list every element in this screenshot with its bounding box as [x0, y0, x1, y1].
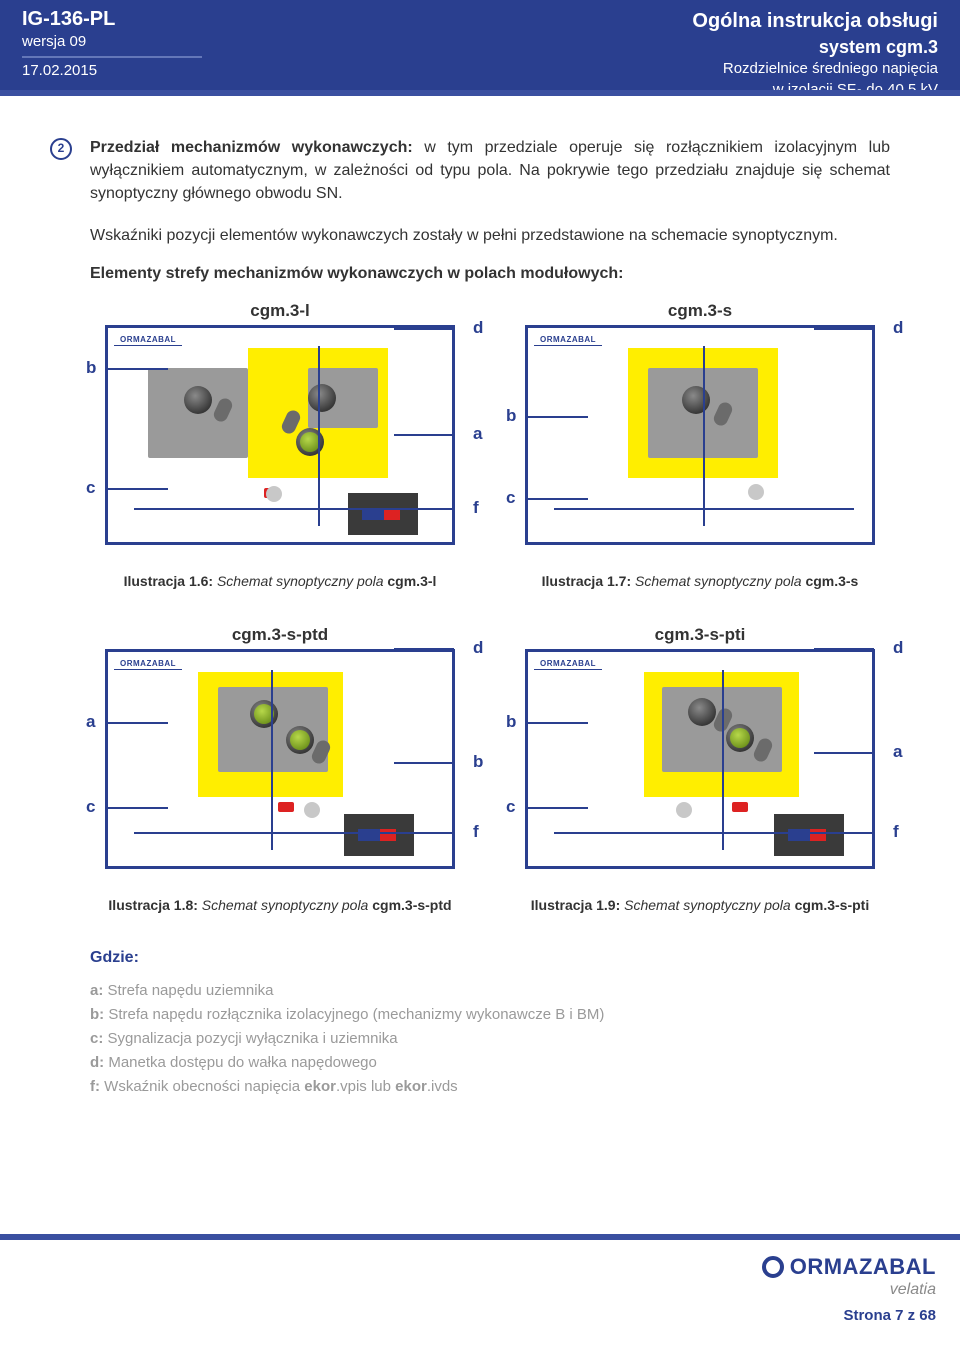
caption-2-text: Schemat synoptyczny pola: [631, 573, 805, 589]
diagram-4-title: cgm.3-s-pti: [510, 625, 890, 645]
diagram-1: cgm.3-l ORMAZABAL ⟲abcdf: [90, 301, 470, 545]
header-divider: [22, 56, 202, 58]
diagram-2: cgm.3-s ORMAZABAL bcd: [510, 301, 890, 545]
diagram-label-b: b: [86, 358, 96, 378]
cap-icon: [304, 802, 320, 818]
caption-row-1: Ilustracja 1.6: Schemat synoptyczny pola…: [90, 573, 890, 589]
diagram-label-d: d: [473, 638, 483, 658]
legend-a: a: Strefa napędu uziemnika: [90, 979, 890, 1003]
header-right: Ogólna instrukcja obsługi system cgm.3 R…: [692, 8, 938, 96]
caption-2-num: Ilustracja 1.7:: [542, 573, 632, 589]
legend-c: c: Sygnalizacja pozycji wyłącznika i uzi…: [90, 1027, 890, 1051]
diagram-label-f: f: [893, 822, 899, 842]
cap-icon: [266, 486, 282, 502]
diagram-label-d: d: [473, 318, 483, 338]
diagram-1-box: ORMAZABAL ⟲abcdf: [105, 325, 455, 545]
caption-4-num: Ilustracja 1.9:: [531, 897, 621, 913]
caption-4-text: Schemat synoptyczny pola: [620, 897, 794, 913]
para3-bold: Elementy strefy mechanizmów wykonawczych…: [90, 265, 890, 283]
brand-sub: velatia: [762, 1281, 936, 1299]
knob-icon: [286, 726, 314, 754]
legend-f: f: Wskaźnik obecności napięcia ekor.vpis…: [90, 1075, 890, 1099]
diagram-3-title: cgm.3-s-ptd: [90, 625, 470, 645]
caption-2: Ilustracja 1.7: Schemat synoptyczny pola…: [510, 573, 890, 589]
diagram-label-f: f: [473, 822, 479, 842]
legend: Gdzie: a: Strefa napędu uziemnika b: Str…: [90, 949, 890, 1099]
diagram-grid-row1: cgm.3-l ORMAZABAL ⟲abcdf cgm.3-s ORMAZAB…: [90, 301, 890, 545]
diagram-3: cgm.3-s-ptd ORMAZABAL ⟲abcdf: [90, 625, 470, 869]
knob-icon: [308, 384, 336, 412]
caption-3-text: Schemat synoptyczny pola: [198, 897, 372, 913]
diagram-label-d: d: [893, 318, 903, 338]
diagram-label-a: a: [893, 742, 902, 762]
step-paragraph: 2 Przedział mechanizmów wykonawczych: w …: [90, 136, 890, 206]
brand-strip: ORMAZABAL: [534, 658, 602, 670]
knob-icon: [688, 698, 716, 726]
cap-icon: [676, 802, 692, 818]
footer: ORMAZABAL velatia Strona 7 z 68: [0, 1234, 960, 1346]
content: 2 Przedział mechanizmów wykonawczych: w …: [0, 96, 960, 1119]
indicator-icon: [774, 814, 844, 856]
diagram-label-b: b: [473, 752, 483, 772]
diagram-label-f: f: [473, 498, 479, 518]
doc-version: wersja 09: [22, 33, 222, 50]
caption-3-num: Ilustracja 1.8:: [108, 897, 198, 913]
caption-1: Ilustracja 1.6: Schemat synoptyczny pola…: [90, 573, 470, 589]
brand-logo: ORMAZABAL: [762, 1254, 936, 1280]
header-left: IG-136-PL wersja 09 17.02.2015: [22, 8, 222, 96]
header-underline: [0, 90, 960, 96]
doc-id: IG-136-PL: [22, 8, 222, 31]
header: IG-136-PL wersja 09 17.02.2015 Ogólna in…: [0, 0, 960, 96]
knob-icon: [184, 386, 212, 414]
caption-3: Ilustracja 1.8: Schemat synoptyczny pola…: [90, 897, 470, 913]
doc-date: 17.02.2015: [22, 62, 222, 79]
brand-text: ORMAZABAL: [790, 1254, 936, 1280]
title-line1: Ogólna instrukcja obsługi: [692, 8, 938, 35]
caption-1-suffix: cgm.3-l: [387, 573, 436, 589]
diagram-1-title: cgm.3-l: [90, 301, 470, 321]
caption-2-suffix: cgm.3-s: [805, 573, 858, 589]
footer-logo: ORMAZABAL velatia: [762, 1254, 936, 1299]
legend-d: d: Manetka dostępu do wałka napędowego: [90, 1051, 890, 1075]
diagram-label-c: c: [86, 797, 95, 817]
legend-title: Gdzie:: [90, 949, 890, 967]
step-badge: 2: [50, 138, 72, 160]
caption-4: Ilustracja 1.9: Schemat synoptyczny pola…: [510, 897, 890, 913]
diagram-label-b: b: [506, 712, 516, 732]
diagram-4: cgm.3-s-pti ORMAZABAL ⟲abcdf: [510, 625, 890, 869]
brand-strip: ORMAZABAL: [114, 334, 182, 346]
caption-4-suffix: cgm.3-s-pti: [795, 897, 870, 913]
diagram-label-c: c: [506, 488, 515, 508]
diagram-label-a: a: [86, 712, 95, 732]
diagram-label-d: d: [893, 638, 903, 658]
diagram-label-b: b: [506, 406, 516, 426]
brand-strip: ORMAZABAL: [534, 334, 602, 346]
diagram-label-c: c: [506, 797, 515, 817]
diagram-grid-row2: cgm.3-s-ptd ORMAZABAL ⟲abcdf cgm.3-s-pti…: [90, 625, 890, 869]
caption-row-2: Ilustracja 1.8: Schemat synoptyczny pola…: [90, 897, 890, 913]
diagram-3-box: ORMAZABAL ⟲abcdf: [105, 649, 455, 869]
title-line3: Rozdzielnice średniego napięcia: [692, 59, 938, 79]
diagram-label-a: a: [473, 424, 482, 444]
cap-icon: [748, 484, 764, 500]
diagram-2-title: cgm.3-s: [510, 301, 890, 321]
para2: Wskaźniki pozycji elementów wykonawczych…: [90, 224, 890, 247]
diagram-label-c: c: [86, 478, 95, 498]
diagram-4-box: ORMAZABAL ⟲abcdf: [525, 649, 875, 869]
brand-strip: ORMAZABAL: [114, 658, 182, 670]
knob-icon: [726, 724, 754, 752]
caption-1-text: Schemat synoptyczny pola: [213, 573, 387, 589]
diagram-2-box: ORMAZABAL bcd: [525, 325, 875, 545]
title-line2: system cgm.3: [692, 35, 938, 59]
caption-3-suffix: cgm.3-s-ptd: [372, 897, 451, 913]
knob-icon: [250, 700, 278, 728]
indicator-icon: [348, 493, 418, 535]
logo-ring-icon: [762, 1256, 784, 1278]
page-number: Strona 7 z 68: [24, 1307, 936, 1324]
indicator-icon: [344, 814, 414, 856]
knob-icon: [682, 386, 710, 414]
legend-b: b: Strefa napędu rozłącznika izolacyjneg…: [90, 1003, 890, 1027]
para1-lead: Przedział mechanizmów wykonawczych:: [90, 139, 413, 156]
caption-1-num: Ilustracja 1.6:: [124, 573, 214, 589]
